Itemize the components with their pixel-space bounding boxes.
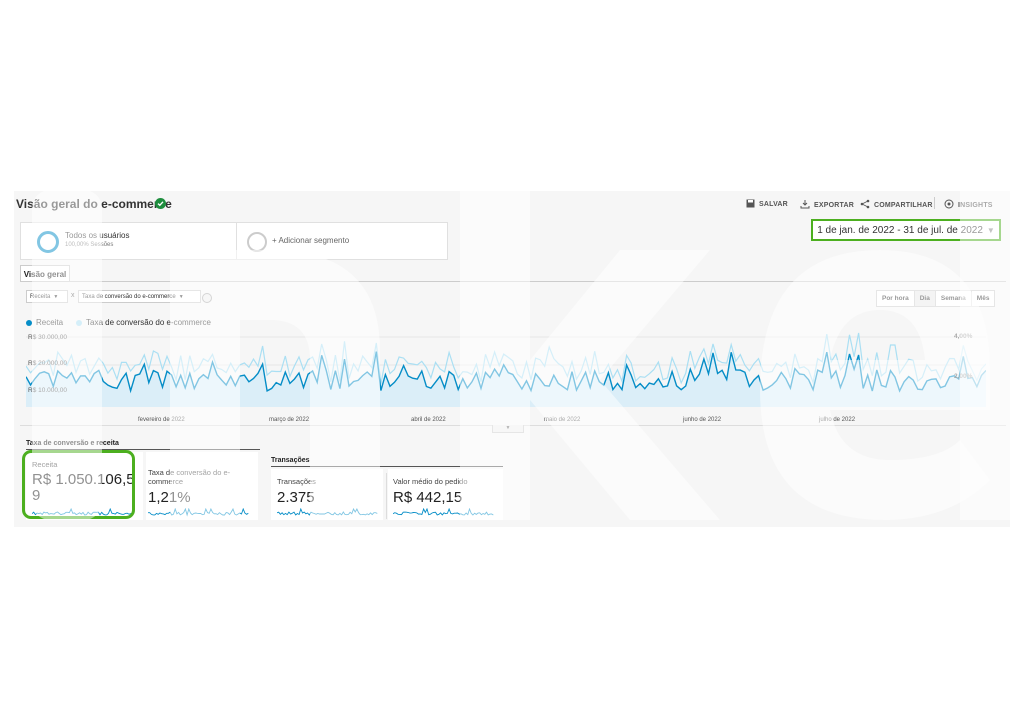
add-segment-button[interactable]: + Adicionar segmento [236,222,448,260]
divider [386,473,387,519]
insights-label: INSIGHTS [958,201,993,209]
granularity-hour[interactable]: Por hora [882,295,909,302]
metric-label: commerce [148,477,184,486]
sparkline [393,508,494,516]
insights-icon [944,199,954,211]
section-title: Taxa de conversão e receita [26,440,119,447]
save-icon [746,199,755,210]
section-rule [271,466,503,467]
legend-revenue[interactable]: Receita [26,318,63,327]
section-rule [26,449,260,450]
y-tick-left: R$ 30.000,00 [28,334,68,341]
metric-card-aov[interactable]: Valor médio do pedido R$ 442,15 [388,469,503,520]
granularity-week[interactable]: Semana [934,291,971,306]
verified-icon [155,198,166,209]
share-label: COMPARTILHAR [874,201,933,209]
x-tick: março de 2022 [269,417,310,423]
add-segment-label: + Adicionar segmento [272,236,350,245]
metric-label: Taxa de conversão do e- [148,468,231,477]
metric-card-conversion[interactable]: Taxa de conversão do e- commerce 1,21% [146,452,258,520]
primary-metric-select[interactable]: Receita ▼ [26,290,68,303]
x-tick: junho de 2022 [683,417,722,423]
save-label: SALVAR [759,201,788,208]
x-tick: abril de 2022 [411,417,446,423]
y-tick-right: 2,00% [954,373,973,380]
x-tick: maio de 2022 [544,417,581,423]
export-label: EXPORTAR [814,201,854,209]
line-chart [26,332,986,407]
divider [934,197,935,209]
legend-revenue-label: Receita [36,318,64,327]
metric-card-transactions[interactable]: Transações 2.375 [271,469,383,520]
metric-value: 2.375 [277,489,315,506]
page-title: Visão geral do e-commerce [16,197,172,211]
granularity-day[interactable]: Dia [913,291,935,306]
section-title: Transações [271,457,310,464]
analytics-report: Visão geral do e-commerce SALVAR EXPORTA… [14,191,1010,527]
highlight-box [22,450,135,519]
remove-compare-icon[interactable] [202,293,212,303]
granularity-month[interactable]: Mês [970,291,995,306]
metric-label: Transações [277,477,316,486]
segment-label: Todos os usuários [65,231,130,240]
share-button[interactable]: COMPARTILHAR [860,199,933,211]
y-tick-left: R$ 20.000,00 [28,360,68,367]
chevron-down-icon: ▼ [986,225,995,235]
legend-dot-icon [76,319,82,326]
insights-button[interactable]: INSIGHTS [944,199,993,211]
revenue-area [26,351,986,407]
date-range-picker[interactable]: 1 de jan. de 2022 - 31 de jul. de 2022 ▼ [811,219,1001,241]
chevron-down-icon: ▼ [178,293,184,300]
share-icon [860,199,870,211]
export-button[interactable]: EXPORTAR [800,199,854,211]
segment-sub: 100,00% Sessões [65,242,114,248]
x-tick: julho de 2022 [819,417,856,423]
metric-value: R$ 442,15 [393,489,463,506]
legend-dot-icon [26,319,32,326]
y-tick-right: 4,00% [954,333,973,340]
save-button[interactable]: SALVAR [746,199,788,210]
sparkline [277,508,378,516]
tab-divider [20,281,1006,282]
segment-ring-icon [37,231,59,253]
collapse-chart-button[interactable]: ▼ [492,425,524,433]
x-tick: fevereiro de 2022 [138,417,185,423]
metric-label: Valor médio do pedido [393,477,468,486]
compare-separator: x [71,292,75,299]
tab-overview[interactable]: Visão geral [20,265,70,282]
segment-all-users[interactable]: Todos os usuários 100,00% Sessões [20,222,258,260]
metric-value: 1,21% [148,489,191,506]
empty-segment-icon [247,232,267,252]
sparkline [148,508,249,517]
download-icon [800,199,810,211]
date-range-label: 1 de jan. de 2022 - 31 de jul. de 2022 [817,224,983,236]
legend-conversion[interactable]: Taxa de conversão do e-commerce [76,318,211,327]
secondary-metric-label: Taxa de conversão do e-commerce [82,293,176,300]
legend-conversion-label: Taxa de conversão do e-commerce [86,318,211,327]
y-tick-left: R$ 10.000,00 [28,387,68,394]
secondary-metric-select[interactable]: Taxa de conversão do e-commerce ▼ [78,290,201,303]
primary-metric-label: Receita [30,293,51,300]
chevron-down-icon: ▼ [53,293,59,300]
granularity-toggle: Por hora Dia Semana Mês [876,290,996,307]
